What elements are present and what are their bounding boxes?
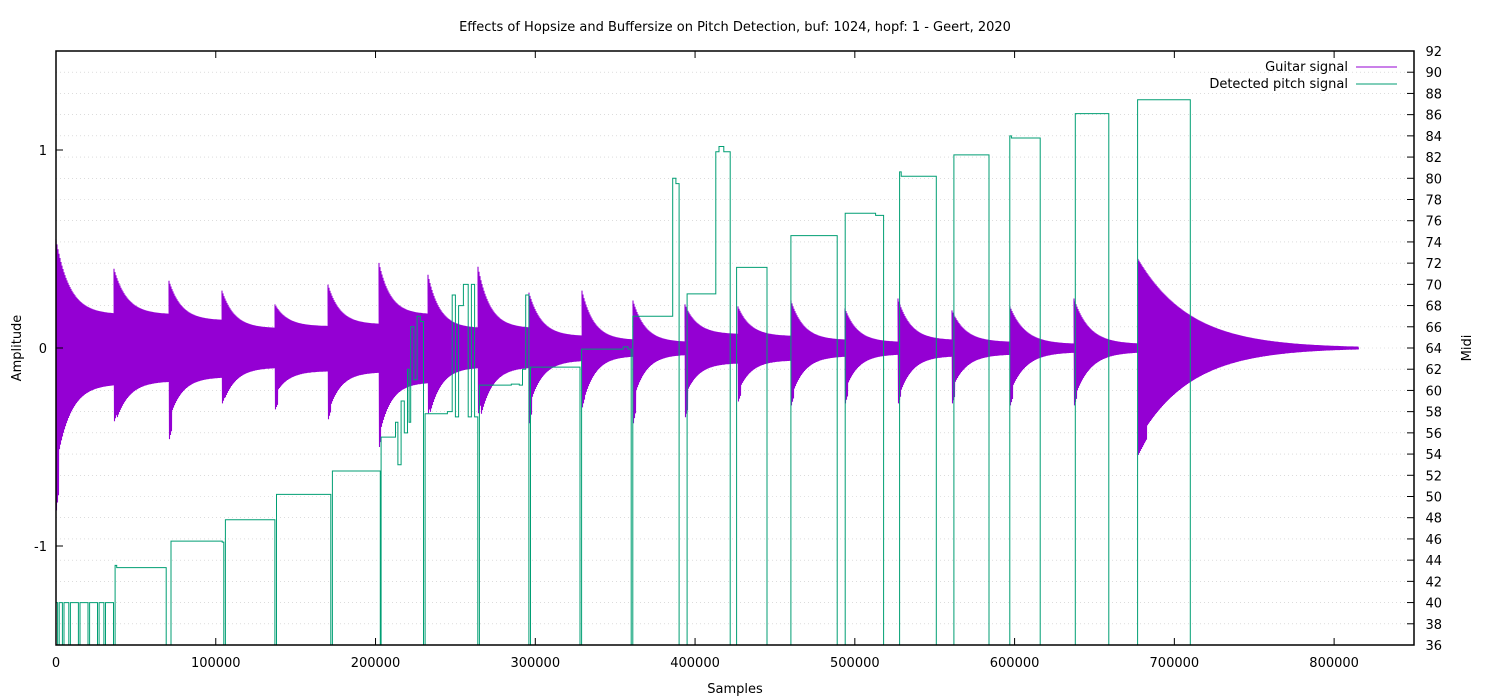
y-tick-label: 0 [39, 342, 47, 357]
legend: Guitar signal Detected pitch signal [1209, 60, 1397, 92]
guitar-note-17 [897, 298, 954, 404]
guitar-note-14 [737, 306, 793, 402]
y2-tick-label: 62 [1425, 363, 1442, 378]
guitar-note-1 [55, 239, 116, 511]
y-tick-label: -1 [34, 540, 47, 555]
x-tick-label: 500000 [830, 656, 880, 671]
y2-tick-label: 90 [1425, 66, 1442, 81]
guitar-note-20 [1073, 298, 1140, 406]
y2-tick-label: 50 [1425, 491, 1442, 506]
y2-tick-label: 88 [1425, 87, 1442, 102]
y-tick-label: 1 [39, 144, 47, 159]
y2-tick-label: 82 [1425, 151, 1442, 166]
guitar-note-10 [528, 292, 584, 424]
y2-tick-label: 68 [1425, 300, 1442, 315]
detected-pitch-line [56, 99, 1191, 646]
ticks: 0 100000 200000 300000 400000 500000 600000 700… [34, 45, 1442, 671]
y-axis-label: Amplitude [10, 315, 25, 382]
y2-tick-label: 74 [1425, 236, 1442, 251]
series-layer [55, 99, 1360, 646]
y2-tick-label: 72 [1425, 257, 1442, 272]
guitar-note-7 [378, 262, 430, 448]
x-tick-label: 800000 [1309, 656, 1359, 671]
guitar-note-4 [221, 290, 277, 404]
y2-tick-label: 54 [1425, 448, 1442, 463]
guitar-note-9 [477, 266, 531, 414]
y2-tick-label: 86 [1425, 109, 1442, 124]
x-tick-label: 100000 [191, 656, 241, 671]
guitar-note-6 [327, 284, 381, 420]
y2-tick-label: 46 [1425, 533, 1442, 548]
y2-tick-label: 56 [1425, 427, 1442, 442]
y2-tick-label: 44 [1425, 554, 1442, 569]
guitar-note-8 [427, 274, 480, 414]
y2-tick-label: 36 [1425, 639, 1442, 654]
x-tick-label: 400000 [670, 656, 720, 671]
x-tick-label: 0 [52, 656, 60, 671]
guitar-note-5 [274, 304, 330, 410]
guitar-note-12 [632, 300, 687, 424]
y2-tick-label: 80 [1425, 172, 1442, 187]
y2-tick-label: 52 [1425, 469, 1442, 484]
x-tick-label: 700000 [1150, 656, 1200, 671]
guitar-note-11 [581, 290, 635, 408]
legend-label-detected-pitch: Detected pitch signal [1209, 77, 1348, 92]
y2-tick-label: 76 [1425, 215, 1442, 230]
y2-tick-label: 64 [1425, 342, 1442, 357]
guitar-note-15 [790, 300, 847, 406]
y2-tick-label: 40 [1425, 597, 1442, 612]
y2-tick-label: 66 [1425, 321, 1442, 336]
y2-tick-label: 38 [1425, 618, 1442, 633]
guitar-note-2 [113, 268, 171, 422]
guitar-note-3 [168, 280, 224, 440]
y2-tick-label: 78 [1425, 194, 1442, 209]
x-tick-label: 200000 [351, 656, 401, 671]
guitar-note-18 [951, 310, 1012, 404]
x-tick-label: 300000 [510, 656, 560, 671]
x-tick-label: 600000 [990, 656, 1040, 671]
y2-tick-label: 84 [1425, 130, 1442, 145]
y2-tick-label: 42 [1425, 575, 1442, 590]
guitar-note-21 [1137, 258, 1360, 455]
guitar-note-13 [684, 304, 740, 418]
guitar-note-16 [844, 308, 900, 404]
y2-tick-label: 70 [1425, 278, 1442, 293]
guitar-note-19 [1009, 306, 1076, 406]
y2-tick-label: 60 [1425, 384, 1442, 399]
y2-axis-label: Midi [1460, 335, 1475, 362]
legend-label-guitar: Guitar signal [1265, 60, 1348, 75]
guitar-signal-series [55, 239, 1360, 511]
x-axis-label: Samples [707, 682, 763, 697]
chart-title: Effects of Hopsize and Buffersize on Pit… [459, 20, 1011, 35]
y2-tick-label: 92 [1425, 45, 1442, 60]
y2-tick-label: 58 [1425, 406, 1442, 421]
y2-tick-label: 48 [1425, 512, 1442, 527]
